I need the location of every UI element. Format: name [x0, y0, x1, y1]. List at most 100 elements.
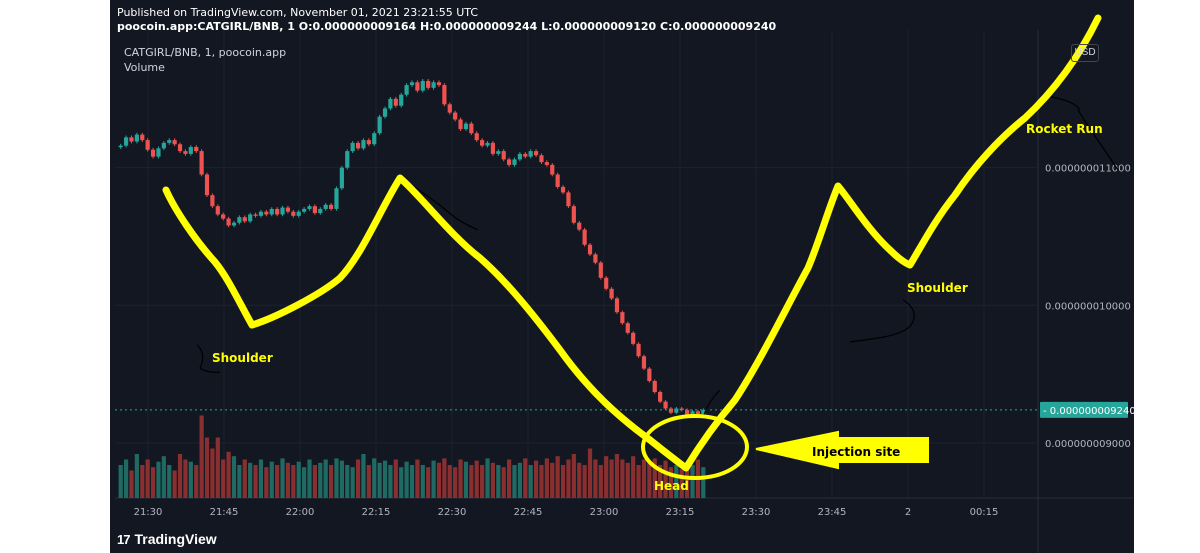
- volume-bar: [339, 460, 344, 498]
- candle-body: [679, 408, 684, 410]
- volume-bar: [582, 465, 587, 498]
- volume-bar: [307, 459, 312, 498]
- candle-body: [242, 217, 247, 222]
- candle-body: [652, 381, 657, 393]
- candle-body: [625, 323, 630, 333]
- label-shoulder-left: Shoulder: [212, 351, 273, 365]
- volume-bar: [210, 448, 215, 498]
- volume-bar: [550, 462, 555, 498]
- candle-body: [593, 254, 598, 263]
- volume-bar: [539, 465, 544, 498]
- volume-bar: [355, 459, 361, 498]
- volume-bar: [361, 454, 366, 498]
- volume-bar: [701, 467, 706, 498]
- candle-body: [275, 208, 280, 215]
- volume-bar: [415, 459, 420, 498]
- volume-bar: [328, 465, 334, 498]
- volume-bar: [663, 460, 668, 498]
- candle-body: [436, 82, 442, 86]
- candle-body: [550, 164, 555, 175]
- volume-bar: [641, 459, 647, 498]
- volume-bar: [377, 462, 382, 498]
- time-axis: 21:30 21:45 22:00 22:15 22:30 22:45 23:00 23:15…: [134, 507, 999, 518]
- currency-button[interactable]: USD: [1071, 44, 1099, 62]
- volume-bar: [409, 465, 415, 498]
- candle-body: [631, 332, 636, 344]
- candle-body: [641, 356, 647, 369]
- injection-circle: [641, 414, 749, 480]
- candle-body: [226, 218, 231, 226]
- last-price-badge: [1040, 401, 1128, 418]
- y-tick-label: 0.000000010000: [1045, 301, 1131, 312]
- candle-body: [587, 244, 593, 255]
- candle-body: [172, 140, 177, 145]
- candle-body: [150, 149, 156, 157]
- volume-bar: [177, 454, 183, 498]
- symbol-legend[interactable]: CATGIRL/BNB, 1, poocoin.app: [124, 46, 287, 59]
- candle-body: [668, 408, 674, 413]
- price-axis: 0.000000011000 0.000000010000 0.0000000090…: [1045, 164, 1131, 450]
- tradingview-logo[interactable]: 17 TradingView: [117, 531, 217, 547]
- candle-body: [658, 392, 663, 402]
- x-tick-label: 23:30: [742, 507, 771, 518]
- volume-bar: [512, 465, 517, 498]
- candle-body: [264, 211, 269, 215]
- candle-body: [566, 192, 571, 207]
- volume-bar: [426, 467, 431, 498]
- volume-bar: [345, 465, 350, 498]
- volume-bar: [636, 465, 641, 498]
- volume-bar: [129, 470, 134, 498]
- candle-body: [318, 208, 323, 214]
- volume-bar: [264, 467, 269, 498]
- volume-bar: [366, 465, 371, 498]
- x-tick-label: 23:45: [818, 507, 847, 518]
- candle-body: [442, 85, 447, 105]
- volume-bar: [285, 462, 291, 498]
- volume-bar: [587, 448, 593, 498]
- volume-bar: [140, 465, 145, 498]
- volume-bar: [496, 465, 501, 498]
- candle-body: [302, 208, 307, 212]
- volume-bar: [436, 462, 442, 498]
- candle-body: [129, 137, 134, 142]
- volume-bar: [372, 458, 377, 498]
- volume-bar: [533, 460, 539, 498]
- candle-body: [248, 214, 253, 222]
- x-tick-label: 23:00: [590, 507, 619, 518]
- volume-bar: [593, 459, 598, 498]
- volume-bar: [523, 458, 528, 498]
- candle-body: [177, 144, 183, 152]
- candle-body: [663, 401, 668, 409]
- volume-bar: [685, 462, 690, 498]
- volume-bar: [560, 465, 566, 498]
- candle-body: [328, 204, 334, 209]
- volume-bar: [485, 458, 490, 498]
- candle-body: [285, 207, 291, 212]
- candle-body: [480, 140, 485, 146]
- ohlc-line: poocoin.app:CATGIRL/BNB, 1 O:0.000000009…: [117, 20, 777, 33]
- candle-body: [323, 204, 328, 209]
- candle-body: [614, 298, 620, 313]
- volume-bar: [544, 458, 549, 498]
- candle-body: [636, 343, 641, 357]
- volume-legend[interactable]: Volume: [124, 61, 165, 74]
- volume-bar: [658, 465, 663, 498]
- volume-bar: [458, 459, 463, 498]
- candle-body: [415, 82, 420, 91]
- candle-body: [690, 411, 695, 416]
- candle-body: [377, 116, 382, 134]
- volume-bar: [442, 458, 447, 498]
- candle-body: [609, 288, 614, 299]
- volume-bar: [393, 459, 398, 498]
- volume-bar: [269, 461, 274, 498]
- volume-bar: [204, 437, 210, 498]
- candle-body: [204, 174, 210, 196]
- candle-body: [409, 82, 415, 86]
- volume-bar: [242, 459, 247, 498]
- volume-bar: [199, 415, 204, 498]
- published-line: Published on TradingView.com, November 0…: [117, 6, 478, 19]
- candle-body: [372, 133, 377, 145]
- volume-bar: [566, 459, 571, 498]
- candle-body: [695, 411, 701, 415]
